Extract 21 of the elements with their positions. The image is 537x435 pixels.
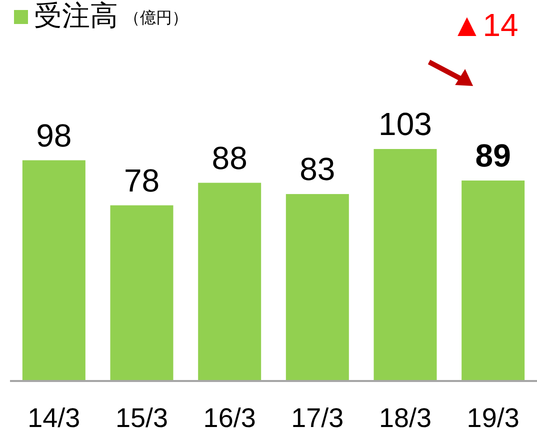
bar bbox=[462, 180, 525, 381]
data-label: 88 bbox=[212, 140, 248, 176]
x-tick-label: 14/3 bbox=[28, 403, 80, 433]
data-label: 89 bbox=[475, 138, 511, 174]
x-tick-label: 19/3 bbox=[466, 403, 520, 433]
text: （億円） bbox=[124, 9, 188, 27]
x-tick-label: 17/3 bbox=[291, 403, 344, 433]
x-tick-label: 18/3 bbox=[378, 403, 432, 433]
x-tick-label: 15/3 bbox=[115, 403, 168, 433]
text: ▲14 bbox=[451, 7, 518, 43]
data-label: 83 bbox=[300, 151, 336, 188]
data-label: 103 bbox=[378, 106, 432, 142]
x-tick-label: 16/3 bbox=[203, 403, 256, 433]
data-label: 98 bbox=[36, 117, 72, 154]
bar bbox=[286, 194, 349, 381]
bar bbox=[110, 205, 174, 381]
data-label: 78 bbox=[124, 162, 160, 198]
legend-label: 受注高 bbox=[34, 0, 118, 31]
bar bbox=[374, 149, 437, 381]
bar bbox=[198, 182, 262, 381]
bar bbox=[22, 160, 86, 381]
